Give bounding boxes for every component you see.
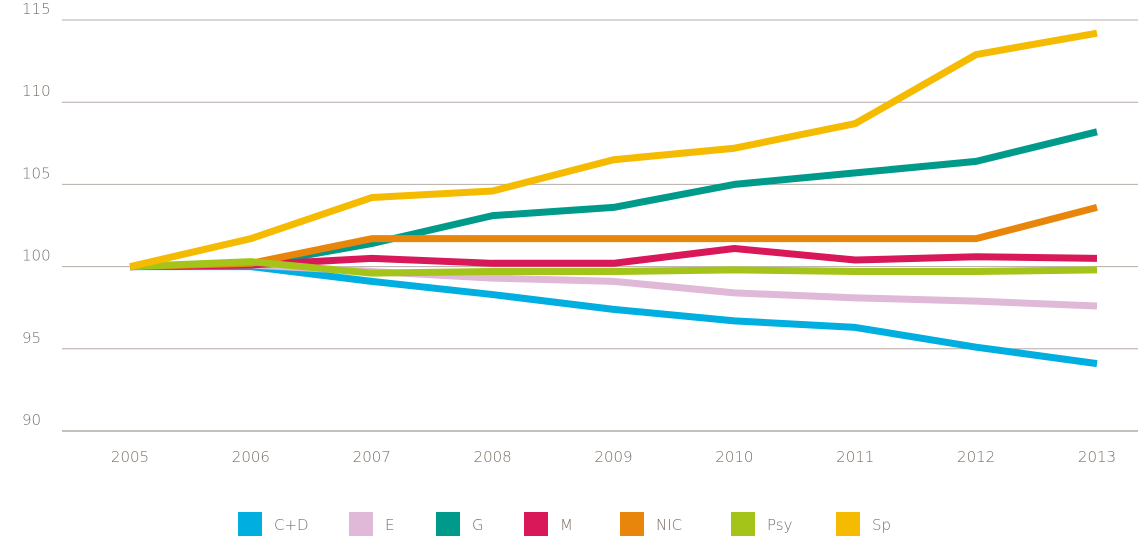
x-tick-label: 2005 — [111, 448, 149, 466]
x-tick-label: 2012 — [957, 448, 995, 466]
legend-label: NIC — [656, 516, 682, 534]
x-tick-label: 2006 — [232, 448, 270, 466]
line — [129, 258, 1098, 277]
legend-label: M — [560, 516, 573, 534]
y-tick-label: 100 — [22, 247, 51, 265]
legend-swatch — [349, 512, 373, 536]
y-tick-label: 90 — [22, 411, 41, 429]
line — [129, 204, 1098, 271]
legend-swatch — [436, 512, 460, 536]
legend-label: E — [385, 516, 394, 534]
legend-swatch — [731, 512, 755, 536]
legend-label: Sp — [872, 516, 891, 534]
line — [129, 128, 1098, 271]
legend-swatch — [238, 512, 262, 536]
y-tick-label: 110 — [22, 82, 51, 100]
legend-swatch — [524, 512, 548, 536]
legend-label: G — [472, 516, 484, 534]
legend-label: C+D — [274, 516, 309, 534]
line — [130, 263, 1098, 368]
x-tick-label: 2008 — [474, 448, 512, 466]
x-tick-label: 2011 — [836, 448, 874, 466]
y-tick-label: 115 — [22, 0, 51, 18]
legend-swatch — [620, 512, 644, 536]
x-tick-label: 2009 — [594, 448, 632, 466]
x-tick-label: 2007 — [353, 448, 391, 466]
line — [129, 29, 1098, 271]
legend-label: Psy — [767, 516, 793, 534]
x-tick-label: 2013 — [1078, 448, 1116, 466]
y-tick-label: 105 — [22, 164, 51, 182]
legend-swatch — [836, 512, 860, 536]
y-tick-label: 95 — [22, 329, 41, 347]
x-tick-label: 2010 — [715, 448, 753, 466]
